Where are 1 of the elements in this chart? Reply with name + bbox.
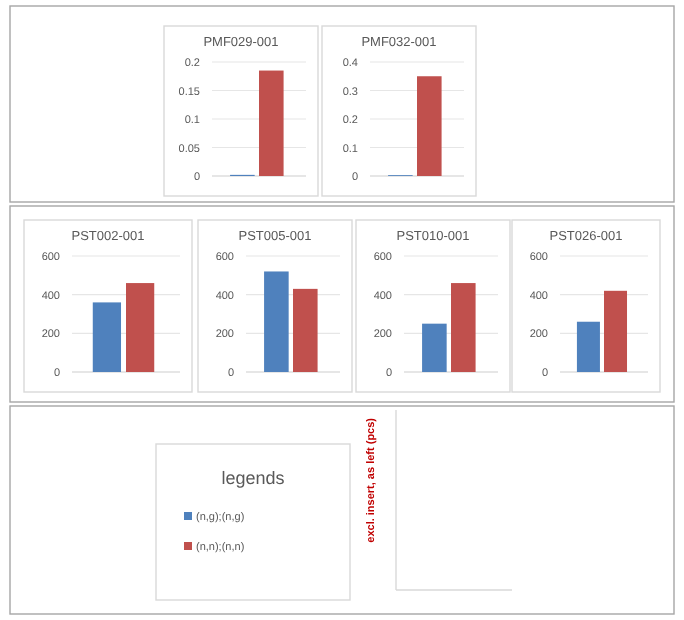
text: legends (221, 468, 286, 488)
